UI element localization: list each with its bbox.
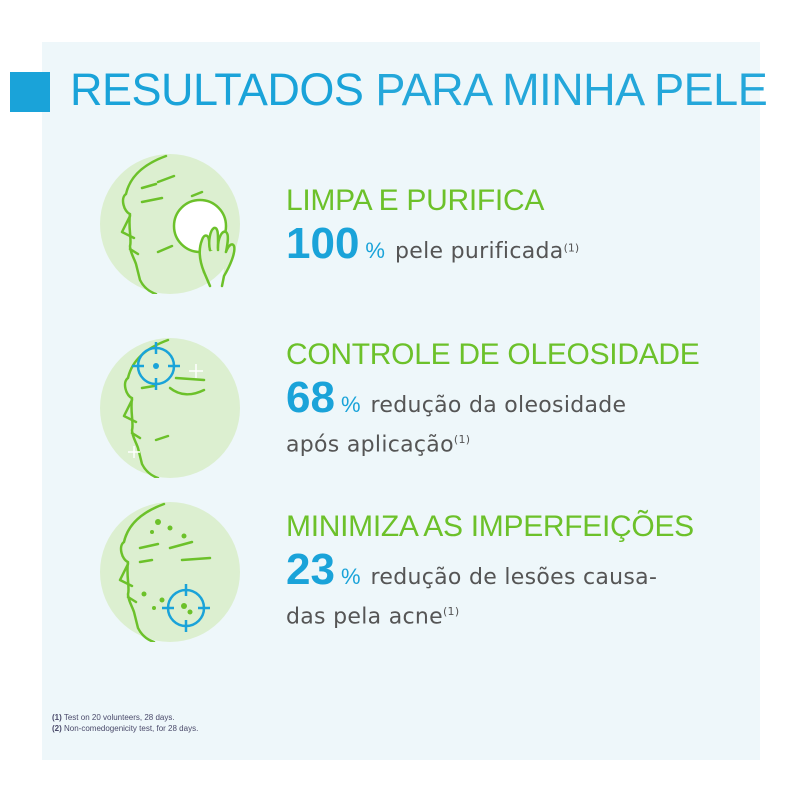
title-accent-square xyxy=(10,72,50,112)
stat-description-continued: das pela acne(1) xyxy=(286,595,694,634)
result-text: LIMPA E PURIFICA 100% pele purificada(1) xyxy=(286,184,579,269)
face-cotton-pad-icon xyxy=(100,154,240,296)
footnote-ref: (1) xyxy=(453,433,471,446)
stat-description: redução de lesões causa- xyxy=(370,565,658,590)
stat-line: 100% pele purificada(1) xyxy=(286,222,579,269)
stat-unit: % xyxy=(340,564,361,589)
footnotes: (1) Test on 20 volunteers, 28 days. (2) … xyxy=(52,712,198,734)
footnote-1: (1) Test on 20 volunteers, 28 days. xyxy=(52,712,198,723)
footnote-ref: (1) xyxy=(442,605,460,618)
stat-unit: % xyxy=(340,392,361,417)
footnote-1-ref: (1) xyxy=(52,713,62,722)
footnote-ref: (1) xyxy=(563,241,580,255)
face-oil-target-icon xyxy=(100,338,240,480)
footnote-1-text: Test on 20 volunteers, 28 days. xyxy=(61,713,175,722)
footnote-2-ref: (2) xyxy=(52,724,62,733)
stat-description: redução da oleosidade xyxy=(370,393,627,418)
face-acne-target-icon xyxy=(100,502,240,644)
stat-description: pele purificada xyxy=(394,239,564,264)
result-text: MINIMIZA AS IMPERFEIÇÕES 23% redução de l… xyxy=(286,510,694,634)
stat-value: 68 xyxy=(286,373,335,422)
result-heading: MINIMIZA AS IMPERFEIÇÕES xyxy=(286,510,694,543)
result-text: CONTROLE DE OLEOSIDADE 68% redução da ole… xyxy=(286,338,700,462)
stat-description-line2: das pela acne xyxy=(286,604,443,630)
stat-line: 68% redução da oleosidade xyxy=(286,376,700,423)
title-emphasis: RESULTADOS xyxy=(70,64,364,115)
stat-description-line2: após aplicação xyxy=(286,432,454,458)
result-heading: LIMPA E PURIFICA xyxy=(286,184,545,217)
stat-unit: % xyxy=(365,238,385,263)
stat-value: 23 xyxy=(286,545,335,594)
stat-description-continued: após aplicação(1) xyxy=(286,423,700,462)
page-title: RESULTADOS PARA MINHA PELE xyxy=(70,64,768,116)
title-rest: PARA MINHA PELE xyxy=(363,64,768,115)
footnote-2-text: Non-comedogenicity test, for 28 days. xyxy=(61,724,199,733)
stat-value: 100 xyxy=(286,219,360,268)
stat-line: 23% redução de lesões causa- xyxy=(286,548,694,595)
footnote-2: (2) Non-comedogenicity test, for 28 days… xyxy=(52,723,198,734)
result-heading: CONTROLE DE OLEOSIDADE xyxy=(286,338,700,371)
